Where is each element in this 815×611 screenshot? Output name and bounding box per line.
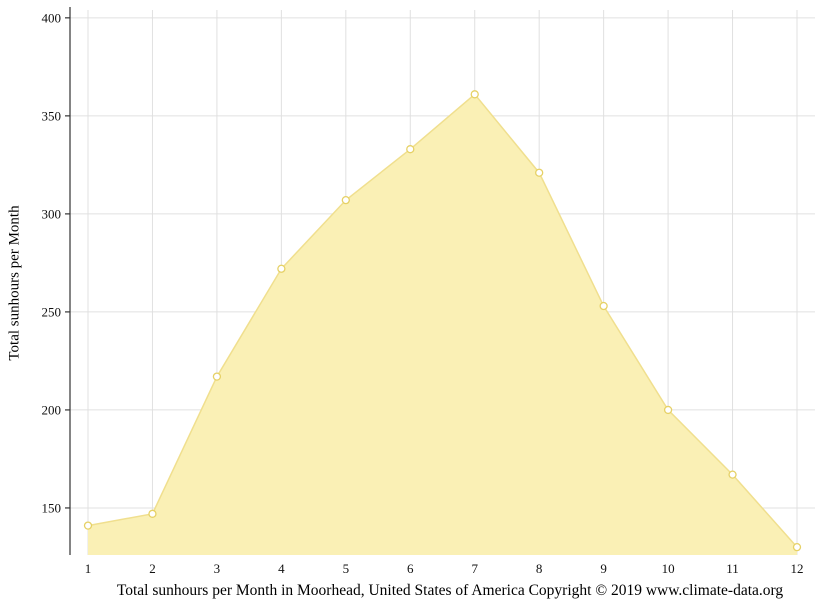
y-tick-label: 300: [42, 206, 62, 221]
y-axis-title: Total sunhours per Month: [6, 205, 23, 361]
area-line: [87, 93, 798, 548]
y-tick-label: 350: [42, 108, 62, 123]
x-tick-label: 3: [214, 561, 221, 576]
y-tick-label: 200: [42, 402, 62, 417]
y-tick-label: 150: [42, 500, 62, 515]
x-tick-label: 11: [726, 561, 739, 576]
x-tick-label: 12: [791, 561, 804, 576]
data-point: [341, 196, 350, 205]
x-axis-caption: Total sunhours per Month in Moorhead, Un…: [116, 582, 784, 599]
data-point: [470, 90, 479, 99]
data-point: [728, 470, 737, 479]
data-point: [792, 543, 802, 552]
x-tick-label: 6: [407, 561, 414, 576]
data-point: [663, 405, 673, 415]
data-point: [148, 509, 157, 518]
x-tick-label: 8: [536, 561, 543, 576]
data-points: [83, 90, 802, 552]
data-point: [599, 301, 608, 311]
area-fill: [88, 94, 797, 556]
data-point: [212, 372, 222, 381]
data-point: [406, 145, 415, 154]
x-tick-label: 10: [662, 561, 675, 576]
x-tick-label: 4: [278, 561, 285, 576]
x-tick-label: 1: [85, 561, 92, 576]
x-tick-label: 2: [149, 561, 156, 576]
x-tick-label: 5: [343, 561, 350, 576]
x-tick-label: 7: [471, 561, 478, 576]
y-tick-label: 250: [42, 304, 62, 319]
y-axis: 150 200 250 300 350 400: [42, 7, 71, 555]
data-point: [83, 521, 93, 530]
data-point: [535, 168, 544, 177]
x-axis: 1 2 3 4 5 6 7 8 9 10 11 12: [85, 561, 804, 576]
x-tick-label: 9: [600, 561, 607, 576]
data-point: [277, 264, 286, 273]
y-tick-label: 400: [42, 10, 62, 25]
